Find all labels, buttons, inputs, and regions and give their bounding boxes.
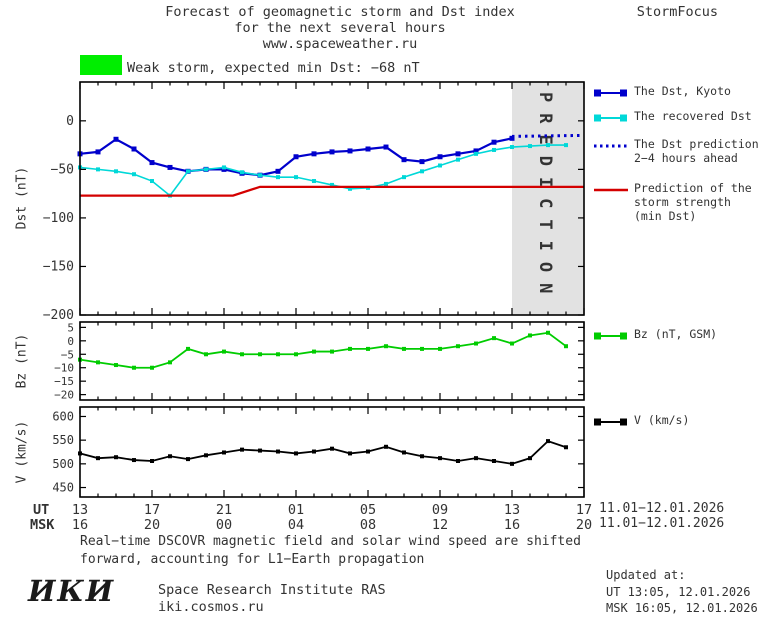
svg-text:20: 20 (576, 517, 592, 533)
bz-axis-label: Bz (nT) (14, 333, 30, 389)
svg-text:16: 16 (504, 517, 520, 533)
svg-text:−100: −100 (43, 211, 74, 226)
title-line-3: www.spaceweather.ru (262, 36, 418, 52)
svg-text:500: 500 (52, 457, 74, 471)
svg-text:16: 16 (72, 517, 88, 533)
bz-swatch-icon (594, 332, 627, 340)
svg-text:600: 600 (52, 409, 74, 423)
svg-text:0: 0 (67, 335, 74, 348)
svg-text:5: 5 (67, 321, 74, 334)
legend-label: The Dst prediction 2−4 hours ahead (634, 137, 759, 165)
updated-label: Updated at: (606, 568, 686, 582)
date-range-ut: 11.01−12.01.2026 (599, 501, 725, 516)
dst-prediction-swatch-icon (594, 144, 628, 148)
svg-text:12: 12 (432, 517, 448, 533)
legend-recovered-dst: The recovered Dst (593, 109, 752, 124)
institute-name: Space Research Institute RAS (158, 582, 386, 598)
footnote-line-1: Real−time DSCOVR magnetic field and sola… (80, 534, 581, 549)
svg-text:450: 450 (52, 481, 74, 495)
v-axis-label: V (km/s) (14, 420, 30, 484)
legend-label: V (km/s) (634, 413, 689, 427)
legend-label-line: Prediction of the (634, 181, 752, 195)
legend-label-line: storm strength (634, 195, 731, 209)
svg-text:MSK: MSK (30, 517, 55, 533)
legend-label: Bz (nT, GSM) (634, 327, 717, 341)
updated-msk: MSK 16:05, 12.01.2026 (606, 601, 758, 615)
svg-text:−200: −200 (43, 308, 74, 323)
svg-text:−50: −50 (51, 162, 74, 177)
legend-label-line: V (km/s) (634, 413, 690, 427)
svg-text:550: 550 (52, 433, 74, 447)
svg-text:08: 08 (360, 517, 376, 533)
legend-label-line: The recovered Dst (634, 109, 752, 123)
legend-dst-prediction: The Dst prediction 2−4 hours ahead (593, 137, 759, 165)
legend-label: The Dst, Kyoto (634, 84, 731, 98)
storm-level-swatch (80, 55, 122, 75)
svg-text:13: 13 (72, 502, 88, 518)
svg-text:20: 20 (144, 517, 160, 533)
legend-dst-kyoto: The Dst, Kyoto (593, 84, 731, 99)
legend-label: Prediction of the storm strength (min Ds… (634, 181, 752, 223)
svg-text:13: 13 (504, 502, 520, 518)
updated-ut: UT 13:05, 12.01.2026 (606, 584, 751, 599)
legend-storm-strength: Prediction of the storm strength (min Ds… (593, 181, 752, 223)
svg-text:21: 21 (216, 502, 232, 518)
svg-text:UT: UT (33, 502, 49, 518)
legend-label-line: The Dst, Kyoto (634, 84, 731, 98)
svg-text:0: 0 (66, 114, 74, 129)
institute-site: iki.cosmos.ru (158, 599, 264, 615)
title-line-1: Forecast of geomagnetic storm and Dst in… (165, 4, 515, 20)
page-title: Forecast of geomagnetic storm and Dst in… (80, 4, 600, 52)
v-swatch-icon (594, 418, 627, 426)
updated-block: Updated at: UT 13:05, 12.01.2026 MSK 16:… (606, 567, 758, 617)
svg-text:01: 01 (288, 502, 304, 518)
recovered-dst-swatch-icon (594, 114, 627, 122)
footnote: Real−time DSCOVR magnetic field and sola… (80, 533, 581, 568)
legend-label-line: The Dst prediction (634, 137, 759, 151)
legend-label: The recovered Dst (634, 109, 752, 123)
dst-axis-label: Dst (nT) (14, 166, 30, 230)
brand-label: StormFocus (636, 4, 718, 20)
svg-text:−20: −20 (54, 389, 74, 402)
svg-text:−5: −5 (61, 348, 74, 361)
dst-kyoto-swatch-icon (594, 89, 627, 97)
date-range-msk: 11.01−12.01.2026 (599, 516, 725, 531)
svg-text:05: 05 (360, 502, 376, 518)
title-line-2: for the next several hours (234, 20, 446, 36)
svg-text:00: 00 (216, 517, 232, 533)
legend-bz: Bz (nT, GSM) (593, 327, 717, 342)
svg-text:−15: −15 (54, 375, 74, 388)
iki-logo: ИКИ (28, 574, 116, 608)
legend-label-line: (min Dst) (634, 209, 697, 223)
svg-text:04: 04 (288, 517, 304, 533)
storm-level-text: Weak storm, expected min Dst: −68 nT (127, 60, 420, 76)
storm-strength-swatch-icon (594, 188, 628, 192)
legend-label-line: Bz (nT, GSM) (634, 327, 718, 341)
svg-text:17: 17 (144, 502, 160, 518)
legend-label-line: 2−4 hours ahead (634, 151, 738, 165)
svg-text:−10: −10 (54, 362, 74, 375)
svg-text:17: 17 (576, 502, 592, 518)
legend-v: V (km/s) (593, 413, 689, 428)
svg-text:PREDICTION: PREDICTION (535, 92, 555, 304)
svg-text:09: 09 (432, 502, 448, 518)
svg-text:−150: −150 (43, 259, 74, 274)
footnote-line-2: forward, accounting for L1−Earth propaga… (80, 551, 425, 567)
